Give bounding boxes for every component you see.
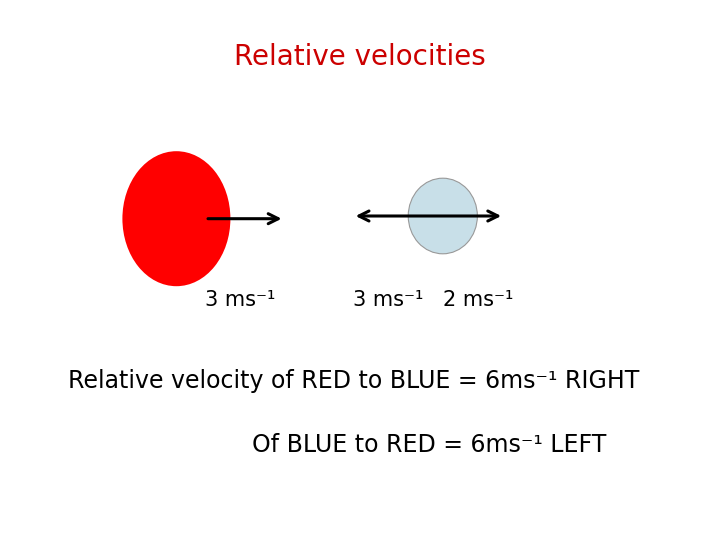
- Text: Relative velocities: Relative velocities: [234, 43, 486, 71]
- Text: 2 ms⁻¹: 2 ms⁻¹: [443, 289, 513, 310]
- Ellipse shape: [408, 178, 477, 254]
- Text: 3 ms⁻¹: 3 ms⁻¹: [205, 289, 276, 310]
- Ellipse shape: [122, 151, 230, 286]
- Text: Of BLUE to RED = 6ms⁻¹ LEFT: Of BLUE to RED = 6ms⁻¹ LEFT: [252, 434, 606, 457]
- Text: 3 ms⁻¹: 3 ms⁻¹: [353, 289, 423, 310]
- Text: Relative velocity of RED to BLUE = 6ms⁻¹ RIGHT: Relative velocity of RED to BLUE = 6ms⁻¹…: [68, 369, 640, 393]
